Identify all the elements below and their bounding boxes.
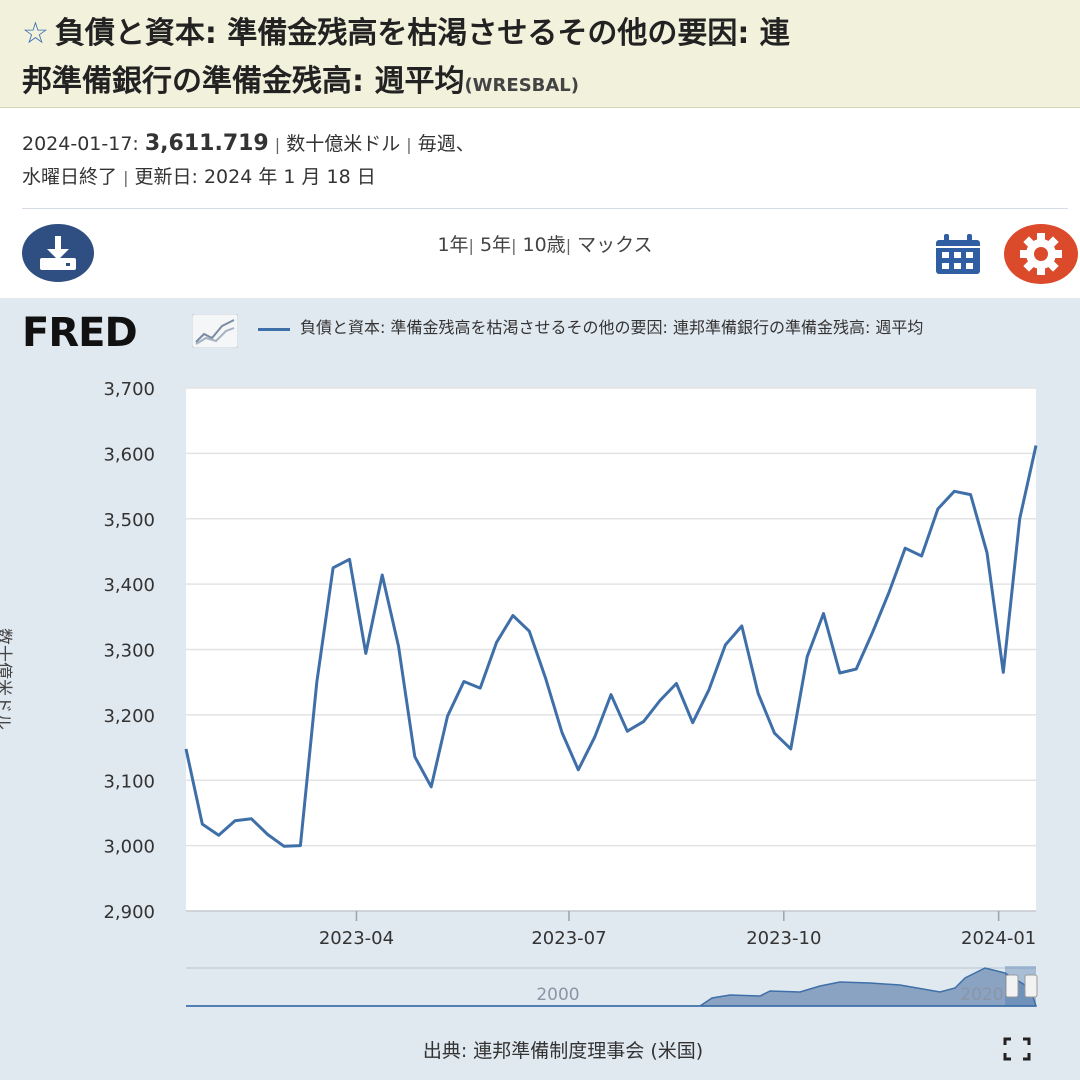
y-tick-label: 3,400 [103, 575, 155, 596]
y-tick-label: 3,300 [103, 641, 155, 662]
range-10y[interactable]: 10歳 [522, 234, 566, 256]
date-range-selector: 1年| 5年| 10歳| マックス [437, 234, 653, 256]
range-1y[interactable]: 1年 [437, 234, 469, 256]
x-tick-label: 2023-04 [319, 928, 394, 949]
y-tick-label: 3,100 [103, 771, 155, 792]
calendar-icon [936, 234, 980, 274]
y-axis-label: 数十億米ドル [0, 628, 13, 730]
navigator-handle-left[interactable] [1005, 974, 1019, 998]
chart-container: FRED 負債と資本: 準備金残高を枯渇させるその他の要因: 連邦準備銀行の準備… [0, 298, 1080, 1080]
navigator[interactable]: 2000 2020 [186, 966, 1038, 1008]
settings-button[interactable] [1004, 224, 1078, 284]
y-tick-label: 3,700 [103, 379, 155, 400]
page-header: ☆ 負債と資本: 準備金残高を枯渇させるその他の要因: 連 邦準備銀行の準備金残高… [0, 0, 1080, 108]
series-id: (WRESBAL) [464, 75, 580, 96]
line-chart: 2,900 3,000 3,100 3,200 3,300 3,400 3,500 3,600… [0, 379, 1038, 1008]
y-tick-label: 3,500 [103, 510, 155, 531]
y-tick-label: 3,600 [103, 444, 155, 465]
legend-swatch [258, 328, 290, 331]
series-line [184, 445, 1038, 848]
calendar-button[interactable] [932, 232, 984, 276]
gear-icon [1020, 233, 1062, 275]
x-tick-label: 2023-07 [531, 928, 606, 949]
series-title-line-2: 邦準備銀行の準備金残高: 週平均(WRESBAL) [22, 64, 580, 99]
series-title-line-1: ☆ 負債と資本: 準備金残高を枯渇させるその他の要因: 連 [22, 16, 790, 51]
download-icon [40, 236, 76, 270]
navigator-label-2000: 2000 [536, 985, 579, 1005]
fullscreen-icon[interactable] [1002, 1036, 1032, 1062]
x-tick-label: 2024-01 [961, 928, 1036, 949]
download-button[interactable] [22, 224, 94, 282]
observation-value: 3,611.719 [144, 131, 269, 156]
navigator-handle-right[interactable] [1024, 974, 1038, 998]
chart-toolbar: 1年| 5年| 10歳| マックス [0, 210, 1080, 298]
y-tick-label: 3,200 [103, 706, 155, 727]
series-metadata: 2024-01-17: 3,611.719 | 数十億米ドル | 毎週、 水曜日… [22, 131, 475, 188]
range-max[interactable]: マックス [577, 234, 653, 256]
x-tick-label: 2023-10 [746, 928, 821, 949]
y-tick-label: 3,000 [103, 837, 155, 858]
observation-date: 2024-01-17: [22, 133, 139, 155]
navigator-label-2020: 2020 [960, 985, 1003, 1005]
legend-label: 負債と資本: 準備金残高を枯渇させるその他の要因: 連邦準備銀行の準備金残高: … [300, 318, 924, 337]
source-note: 出典: 連邦準備制度理事会 (米国) [422, 1040, 704, 1062]
units-label: 数十億米ドル [286, 133, 401, 155]
fred-logo: FRED [22, 310, 138, 356]
frequency-label: 毎週、 [417, 133, 475, 155]
updated-date: 更新日: 2024 年 1 月 18 日 [134, 166, 376, 188]
star-icon[interactable]: ☆ [22, 16, 49, 51]
range-5y[interactable]: 5年 [479, 234, 512, 256]
fred-chart-icon [192, 314, 238, 348]
frequency-detail: 水曜日終了 [22, 166, 118, 188]
divider [22, 208, 1068, 209]
y-tick-label: 2,900 [103, 902, 155, 923]
